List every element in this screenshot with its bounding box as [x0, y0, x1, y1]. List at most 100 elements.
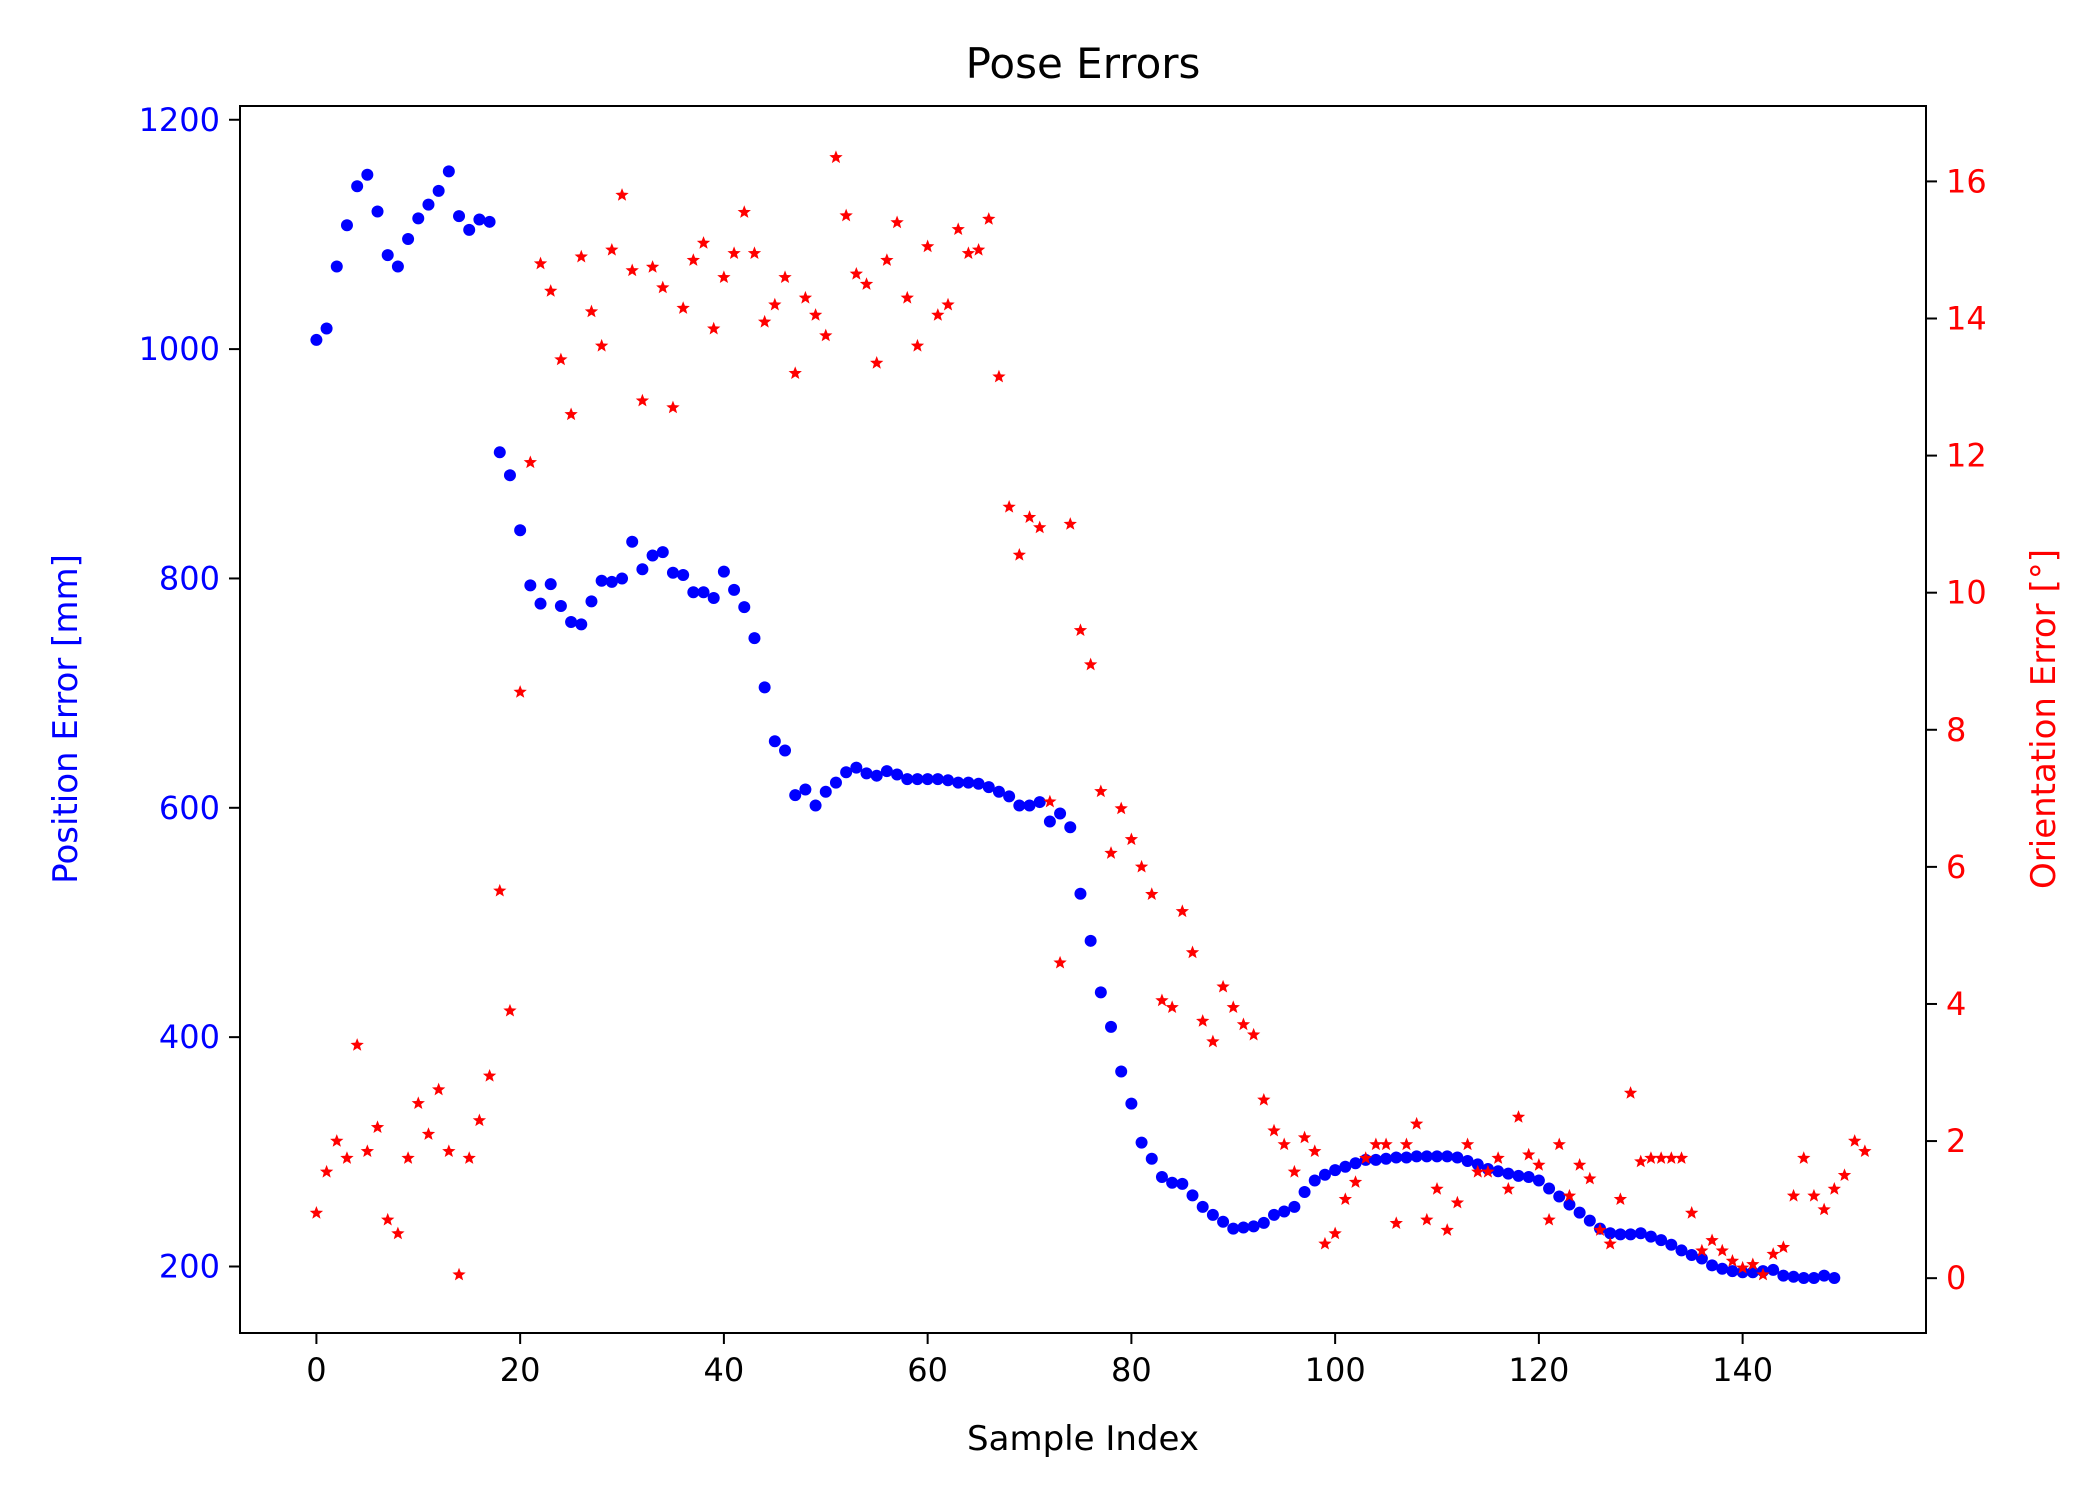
orientation-error-point — [350, 1038, 364, 1051]
orientation-error-point — [696, 236, 711, 249]
orientation-error-point — [1654, 1151, 1668, 1164]
orientation-error-point — [1848, 1134, 1862, 1147]
position-error-point — [1369, 1153, 1382, 1166]
orientation-error-point — [1460, 1137, 1475, 1151]
position-error-point — [1064, 821, 1077, 834]
orientation-error-point — [1542, 1212, 1556, 1226]
position-error-point — [1685, 1249, 1698, 1262]
position-error-point — [422, 198, 435, 211]
orientation-error-point — [768, 297, 782, 311]
orientation-error-point — [737, 205, 751, 218]
position-error-point — [351, 180, 364, 193]
x-tick-label: 140 — [1712, 1351, 1773, 1389]
position-error-point — [575, 618, 588, 631]
position-error-point — [340, 219, 353, 232]
position-error-point — [1196, 1200, 1209, 1213]
orientation-error-point — [1033, 520, 1047, 534]
position-error-point — [534, 597, 547, 610]
y-axis-left: 200 400 600 800 1000 1200 — [139, 101, 240, 1285]
y-left-tick-label: 200 — [159, 1247, 220, 1285]
position-error-point — [697, 586, 710, 599]
position-error-point — [840, 766, 853, 779]
position-error-point — [1543, 1182, 1556, 1195]
position-error-point — [717, 565, 730, 578]
orientation-error-point — [411, 1096, 425, 1110]
position-error-point — [1380, 1152, 1393, 1165]
orientation-error-point — [747, 246, 762, 260]
x-axis-label: Sample Index — [967, 1419, 1199, 1459]
position-error-point — [605, 575, 618, 588]
position-error-point — [1268, 1208, 1281, 1221]
orientation-error-point — [1165, 1000, 1179, 1014]
position-error-point — [1227, 1222, 1240, 1235]
orientation-error-point — [391, 1226, 405, 1240]
orientation-error-point — [808, 308, 823, 321]
position-error-point — [1339, 1160, 1352, 1173]
x-tick-label: 20 — [500, 1351, 541, 1389]
y-right-tick-label: 16 — [1946, 162, 1987, 200]
position-error-point — [1797, 1271, 1810, 1284]
position-error-point — [1706, 1259, 1719, 1272]
position-error-point — [442, 165, 455, 178]
orientation-error-point — [1409, 1116, 1424, 1130]
orientation-error-point — [645, 260, 660, 273]
orientation-error-point — [941, 297, 955, 311]
orientation-error-point — [432, 1082, 446, 1096]
position-error-point — [1818, 1269, 1831, 1282]
orientation-error-point — [1359, 1151, 1373, 1164]
orientation-error-point — [1797, 1151, 1811, 1164]
position-error-point — [768, 735, 781, 748]
orientation-error-point — [625, 263, 639, 277]
position-error-point — [1644, 1230, 1657, 1243]
y-left-tick-label: 600 — [159, 789, 220, 827]
position-error-point — [1746, 1266, 1759, 1279]
orientation-error-point — [676, 301, 690, 314]
orientation-error-point — [1094, 784, 1108, 798]
orientation-error-point — [971, 242, 986, 256]
position-error-point — [738, 601, 751, 614]
orientation-error-point — [309, 1206, 324, 1219]
orientation-error-point — [1522, 1147, 1536, 1161]
orientation-error-point — [523, 455, 537, 469]
orientation-error-point — [931, 308, 945, 321]
orientation-error-point — [1348, 1175, 1363, 1188]
position-error-point — [381, 249, 394, 262]
orientation-error-point — [1440, 1223, 1454, 1236]
y-right-tick-label: 6 — [1946, 848, 1966, 886]
orientation-error-point — [1420, 1212, 1434, 1226]
position-error-point — [554, 599, 567, 612]
orientation-error-point — [360, 1144, 374, 1158]
position-error-point — [432, 184, 445, 197]
orientation-error-point — [1328, 1226, 1342, 1240]
position-error-point — [1390, 1151, 1403, 1164]
position-error-point — [1767, 1263, 1780, 1276]
orientation-error-point — [1572, 1158, 1587, 1171]
orientation-error-point — [544, 284, 558, 297]
orientation-error-point — [900, 290, 914, 304]
position-error-point — [1349, 1157, 1362, 1170]
orientation-error-point — [574, 249, 588, 263]
x-tick-label: 100 — [1305, 1351, 1366, 1389]
y-axis-left-label: Position Error [mm] — [46, 554, 86, 884]
orientation-error-point — [1369, 1137, 1383, 1151]
position-error-point — [1451, 1151, 1464, 1164]
orientation-error-point — [1756, 1267, 1770, 1281]
position-error-point — [1695, 1252, 1708, 1265]
position-error-point — [361, 168, 374, 181]
position-error-point — [626, 535, 639, 548]
position-error-point — [1329, 1164, 1342, 1177]
position-error-point — [1828, 1271, 1841, 1284]
orientation-error-point — [584, 304, 599, 318]
x-axis: 0 20 40 60 80 100 120 140 — [306, 1333, 1773, 1389]
orientation-error-point — [859, 277, 874, 290]
orientation-error-point — [1379, 1137, 1393, 1151]
orientation-error-point — [442, 1144, 456, 1158]
orientation-error-point — [1043, 794, 1057, 808]
orientation-error-point — [910, 338, 925, 352]
orientation-error-point — [1226, 1000, 1240, 1014]
orientation-error-point — [493, 883, 507, 897]
orientation-error-point — [1399, 1137, 1414, 1151]
orientation-error-point — [707, 321, 721, 335]
